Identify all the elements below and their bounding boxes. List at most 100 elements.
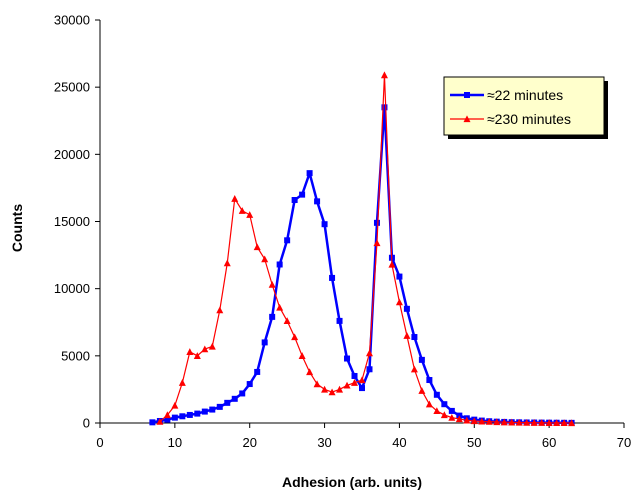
data-point xyxy=(321,221,328,228)
data-point xyxy=(201,345,209,353)
data-point xyxy=(410,365,418,373)
data-point xyxy=(366,366,373,373)
y-tick-label: 5000 xyxy=(61,348,90,363)
data-point xyxy=(216,403,223,410)
data-point xyxy=(403,332,411,339)
data-point xyxy=(194,410,201,417)
data-point xyxy=(269,313,276,320)
data-point xyxy=(538,419,546,426)
data-point xyxy=(231,195,239,202)
data-point xyxy=(178,379,186,386)
data-point xyxy=(380,71,388,79)
data-point xyxy=(299,191,306,198)
data-point xyxy=(313,380,321,388)
data-point xyxy=(208,342,216,350)
data-point xyxy=(156,418,164,425)
data-point xyxy=(478,417,486,425)
data-point xyxy=(306,170,313,177)
data-point xyxy=(545,419,553,426)
data-point xyxy=(186,411,193,418)
y-axis-title: Counts xyxy=(9,204,25,252)
data-point xyxy=(238,207,246,214)
legend-marker xyxy=(464,92,470,98)
data-point xyxy=(358,376,366,384)
data-point xyxy=(396,273,403,280)
y-tick-label: 30000 xyxy=(54,13,90,28)
data-point xyxy=(395,298,403,306)
data-point xyxy=(440,411,448,419)
data-point xyxy=(223,259,231,267)
data-point xyxy=(351,372,358,379)
legend: ≈22 minutes ≈230 minutes xyxy=(443,76,608,139)
data-point xyxy=(321,385,329,393)
data-point xyxy=(261,255,269,263)
y-ticks: 0 5000 10000 15000 20000 25000 30000 xyxy=(54,13,100,431)
data-point xyxy=(411,334,418,341)
data-point xyxy=(246,381,253,388)
x-ticks: 0 10 20 30 40 50 60 70 xyxy=(96,423,631,450)
x-tick-label: 70 xyxy=(617,435,631,450)
y-tick-label: 15000 xyxy=(54,214,90,229)
data-point xyxy=(455,415,463,423)
data-point xyxy=(523,418,531,426)
series-red xyxy=(156,71,576,427)
data-point xyxy=(268,280,276,288)
data-point xyxy=(291,333,299,341)
data-point xyxy=(500,418,508,426)
data-point xyxy=(515,418,523,426)
data-point xyxy=(373,239,381,247)
data-point xyxy=(246,211,254,218)
x-tick-label: 60 xyxy=(542,435,556,450)
legend-label: ≈230 minutes xyxy=(487,111,571,127)
data-point xyxy=(253,243,261,251)
data-point xyxy=(418,356,425,363)
data-point xyxy=(291,197,298,204)
x-tick-label: 10 xyxy=(168,435,182,450)
data-point xyxy=(418,387,426,394)
data-point xyxy=(193,352,201,359)
data-point xyxy=(163,411,171,419)
data-point xyxy=(224,399,231,406)
data-point xyxy=(329,274,336,281)
data-point xyxy=(283,317,291,325)
y-tick-label: 20000 xyxy=(54,147,90,162)
data-point xyxy=(261,339,268,346)
data-point xyxy=(179,413,186,420)
data-point xyxy=(441,401,448,408)
data-point xyxy=(186,348,194,355)
data-point xyxy=(433,391,440,398)
data-point xyxy=(373,219,380,226)
data-point xyxy=(201,408,208,415)
data-point xyxy=(306,368,314,376)
data-point xyxy=(149,419,156,426)
series-line xyxy=(152,106,572,425)
data-point xyxy=(485,418,493,425)
data-point xyxy=(403,305,410,312)
data-point xyxy=(171,401,179,409)
data-point xyxy=(448,413,456,421)
data-point xyxy=(553,419,561,427)
legend-box xyxy=(443,76,605,136)
data-point xyxy=(470,417,478,425)
data-point xyxy=(314,198,321,205)
legend-label: ≈22 minutes xyxy=(487,87,563,103)
data-point xyxy=(328,388,336,396)
data-point xyxy=(344,355,351,362)
data-point xyxy=(231,395,238,402)
data-point xyxy=(171,414,178,421)
data-point xyxy=(426,377,433,384)
x-tick-label: 20 xyxy=(242,435,256,450)
data-point xyxy=(351,379,359,386)
data-point xyxy=(216,306,224,314)
data-point xyxy=(463,416,471,424)
data-point xyxy=(568,419,576,427)
data-point xyxy=(493,418,501,426)
data-point xyxy=(433,407,441,415)
data-point xyxy=(381,104,388,111)
data-point xyxy=(254,368,261,375)
y-tick-label: 25000 xyxy=(54,80,90,95)
x-tick-label: 30 xyxy=(317,435,331,450)
data-point xyxy=(560,419,568,427)
data-point xyxy=(164,416,171,423)
